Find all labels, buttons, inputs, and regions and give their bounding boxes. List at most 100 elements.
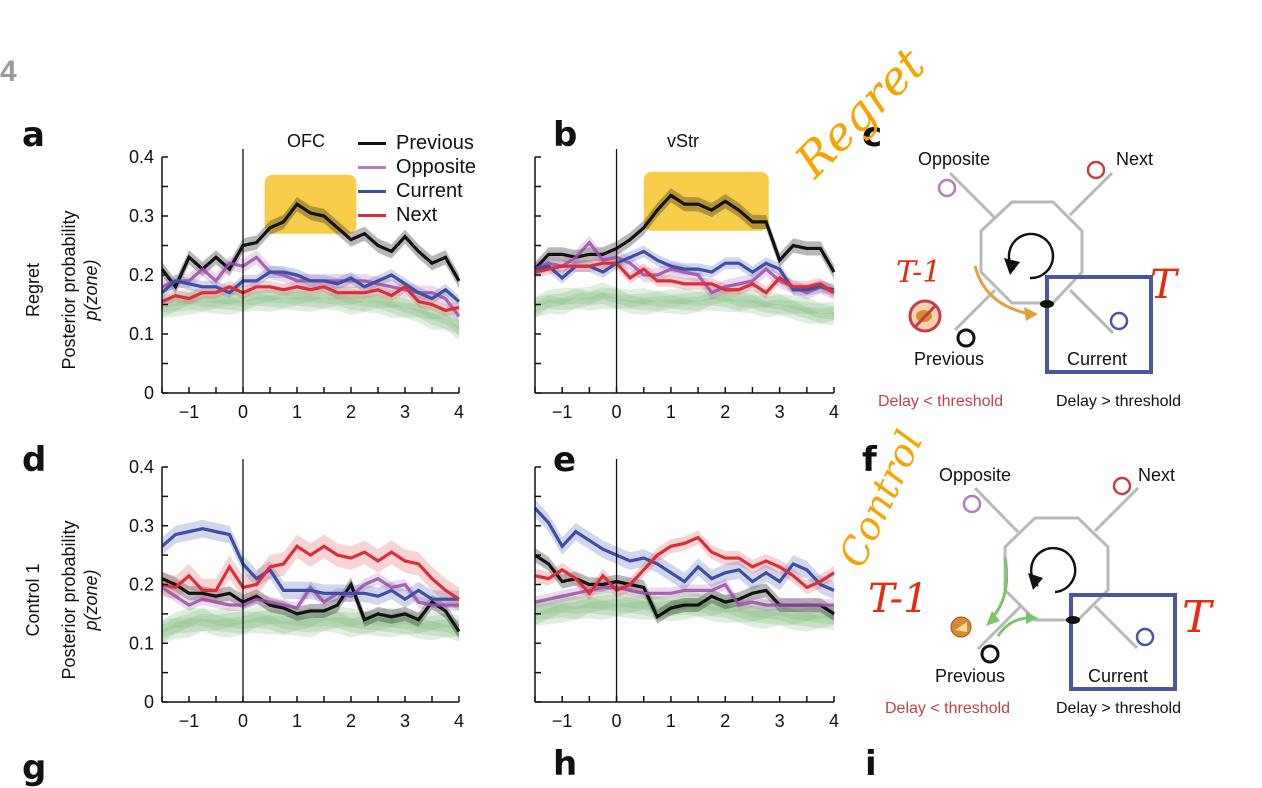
other-zone-band-a — [162, 292, 459, 336]
legend-item-next: Next — [358, 203, 476, 227]
delay-above-threshold-label: Delay > threshold — [1056, 700, 1181, 717]
delay-above-threshold-label: Delay > threshold — [1056, 393, 1181, 410]
spoke-previous — [953, 288, 997, 332]
zone-label-opposite: Opposite — [918, 149, 990, 169]
other-zone-band-e — [535, 593, 834, 625]
green-path-arrows-icon — [986, 556, 1038, 637]
panel-letter-a: a — [22, 115, 45, 155]
circular-arrow-icon — [1004, 232, 1055, 280]
x-tick-label-e: −1 — [552, 711, 573, 731]
handwritten-t: T — [1150, 262, 1180, 308]
x-tick-label-e: 0 — [612, 711, 622, 731]
sem-band-current-e — [535, 499, 834, 600]
spoke-current — [1093, 604, 1139, 650]
sem-band-previous-a — [162, 197, 459, 294]
panel-letter-d: d — [22, 440, 47, 480]
panel-letter-e: e — [553, 440, 577, 480]
x-tick-label-e: 1 — [666, 711, 676, 731]
crossed-out-food-icon — [908, 299, 942, 333]
legend-label-opposite: Opposite — [396, 156, 477, 178]
x-tick-label-b: 1 — [666, 402, 676, 422]
series-line-opposite-e — [534, 582, 834, 607]
y-tick-label-a: 0.3 — [129, 206, 154, 226]
zone-next-icon — [1112, 476, 1132, 496]
legend-item-previous: Previous — [358, 131, 476, 155]
x-tick-label-e: 2 — [720, 711, 730, 731]
maze-octagon — [979, 200, 1084, 305]
series-line-next-a — [161, 284, 460, 313]
spoke-previous — [976, 605, 1022, 651]
legend-label-previous: Previous — [396, 132, 474, 154]
x-tick-label-b: −1 — [552, 402, 573, 422]
handwritten-control: Control — [830, 424, 931, 574]
zone-opposite-icon — [962, 494, 982, 514]
legend-swatch-opposite — [358, 165, 386, 169]
zone-current-icon — [1109, 311, 1129, 331]
other-zone-band-b — [535, 292, 834, 324]
zone-label-previous: Previous — [935, 666, 1005, 686]
x-tick-label-b: 4 — [829, 402, 839, 422]
other-zone-band-a — [162, 288, 459, 335]
y-tick-label-d: 0.3 — [129, 516, 154, 536]
maze-diagram-c: Opposite Next Previous Current Delay < t… — [784, 37, 1181, 410]
other-zone-band-b — [535, 282, 834, 315]
legend-item-opposite: Opposite — [358, 155, 476, 179]
sem-band-next-d — [162, 534, 459, 611]
x-tick-label-d: 0 — [238, 711, 248, 731]
series-line-opposite-d — [161, 576, 459, 610]
food-pellet-icon — [950, 616, 972, 638]
other-zone-band-d — [162, 611, 459, 643]
series-line-previous-a — [160, 202, 461, 290]
series-line-current-d — [160, 527, 459, 602]
sem-band-opposite-a — [162, 250, 459, 324]
series-line-current-e — [533, 507, 835, 592]
legend-item-current: Current — [358, 179, 476, 203]
other-zone-band-b — [535, 292, 834, 326]
zone-label-next: Next — [1138, 465, 1175, 485]
rat-icon — [1066, 616, 1080, 624]
zone-opposite-icon — [937, 178, 957, 198]
other-zone-band-e — [535, 597, 834, 629]
handwritten-regret: Regret — [784, 37, 936, 189]
y-tick-label-d: 0.2 — [129, 575, 154, 595]
maze-diagram-f: Opposite Next Previous Current Delay < t… — [830, 424, 1215, 717]
legend-label-next: Next — [396, 204, 438, 226]
legend-swatch-previous — [358, 141, 386, 145]
x-tick-label-e: 3 — [775, 711, 785, 731]
legend-swatch-next — [358, 213, 386, 217]
x-tick-label-b: 3 — [775, 402, 785, 422]
zone-label-current: Current — [1088, 666, 1148, 686]
sem-band-previous-d — [162, 571, 459, 639]
sem-band-previous-b — [535, 188, 834, 280]
region-title-vstr: vStr — [667, 131, 700, 151]
circular-arrow-icon — [1028, 546, 1077, 594]
current-zone-box — [1045, 275, 1153, 374]
x-tick-label-a: 2 — [346, 402, 356, 422]
zone-next-icon — [1086, 160, 1106, 180]
x-tick-label-a: −1 — [179, 402, 200, 422]
y-tick-label-d: 0.4 — [129, 457, 154, 477]
zone-label-current: Current — [1067, 349, 1127, 369]
panel-letter-f: f — [862, 440, 877, 480]
handwritten-t-minus-1: T-1 — [868, 576, 929, 622]
zone-label-previous: Previous — [914, 349, 984, 369]
maze-octagon — [1003, 516, 1110, 622]
x-tick-label-a: 4 — [454, 402, 464, 422]
handwritten-t-minus-1: T-1 — [896, 255, 941, 290]
highlight-region-b — [643, 171, 769, 231]
x-tick-label-a: 1 — [292, 402, 302, 422]
x-tick-label-d: 2 — [346, 711, 356, 731]
x-tick-label-a: 3 — [400, 402, 410, 422]
x-tick-label-d: 1 — [292, 711, 302, 731]
spoke-current — [1068, 288, 1115, 335]
series-line-current-a — [160, 270, 461, 303]
other-zone-band-a — [162, 285, 459, 330]
figure-number: 4 — [0, 55, 17, 88]
y-tick-label-a: 0.4 — [129, 147, 154, 167]
other-zone-band-d — [162, 615, 459, 644]
zone-label-next: Next — [1116, 149, 1153, 169]
y-tick-label-a: 0.2 — [129, 265, 154, 285]
maze-diagrams: Opposite Next Previous Current Delay < t… — [784, 37, 1215, 717]
zone-previous-icon — [980, 644, 1000, 664]
handwritten-t: T — [1182, 592, 1215, 643]
